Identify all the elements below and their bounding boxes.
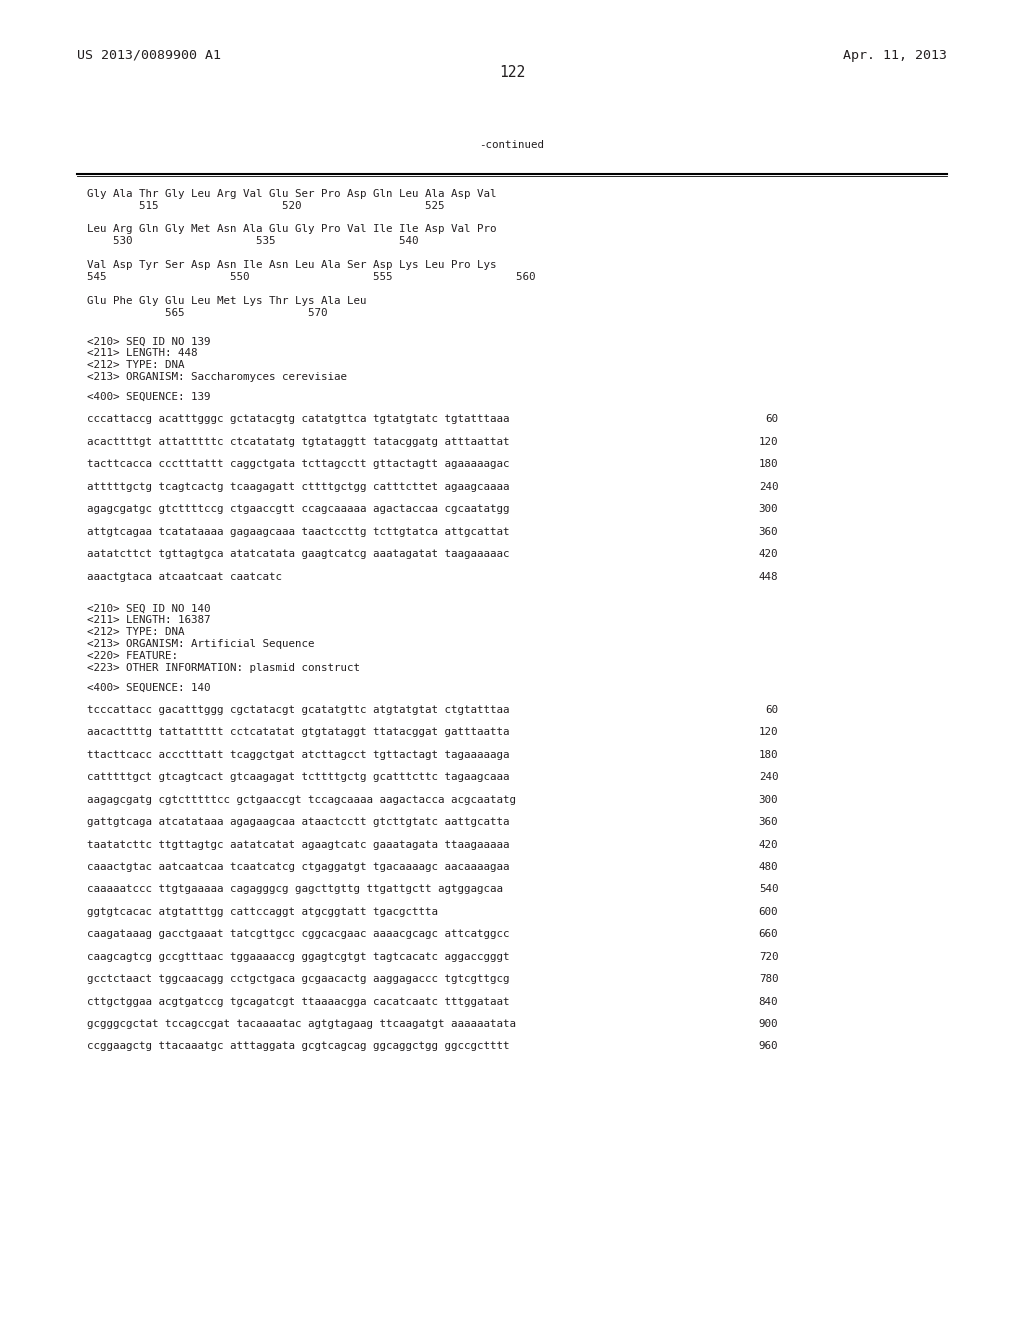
Text: 240: 240 (759, 772, 778, 783)
Text: gcgggcgctat tccagccgat tacaaaatac agtgtagaag ttcaagatgt aaaaaatata: gcgggcgctat tccagccgat tacaaaatac agtgta… (87, 1019, 516, 1030)
Text: cccattaccg acatttgggc gctatacgtg catatgttca tgtatgtatc tgtatttaaa: cccattaccg acatttgggc gctatacgtg catatgt… (87, 414, 510, 425)
Text: 300: 300 (759, 795, 778, 805)
Text: 530                   535                   540: 530 535 540 (87, 236, 419, 247)
Text: Val Asp Tyr Ser Asp Asn Ile Asn Leu Ala Ser Asp Lys Leu Pro Lys: Val Asp Tyr Ser Asp Asn Ile Asn Leu Ala … (87, 260, 497, 271)
Text: aacacttttg tattattttt cctcatatat gtgtataggt ttatacggat gatttaatta: aacacttttg tattattttt cctcatatat gtgtata… (87, 727, 510, 738)
Text: 120: 120 (759, 727, 778, 738)
Text: <213> ORGANISM: Saccharomyces cerevisiae: <213> ORGANISM: Saccharomyces cerevisiae (87, 372, 347, 383)
Text: 720: 720 (759, 952, 778, 962)
Text: 448: 448 (759, 572, 778, 582)
Text: <223> OTHER INFORMATION: plasmid construct: <223> OTHER INFORMATION: plasmid constru… (87, 663, 360, 673)
Text: <211> LENGTH: 448: <211> LENGTH: 448 (87, 348, 198, 359)
Text: cttgctggaa acgtgatccg tgcagatcgt ttaaaacgga cacatcaatc tttggataat: cttgctggaa acgtgatccg tgcagatcgt ttaaaac… (87, 997, 510, 1007)
Text: 180: 180 (759, 459, 778, 470)
Text: 600: 600 (759, 907, 778, 917)
Text: agagcgatgc gtcttttccg ctgaaccgtt ccagcaaaaa agactaccaa cgcaatatgg: agagcgatgc gtcttttccg ctgaaccgtt ccagcaa… (87, 504, 510, 515)
Text: tcccattacc gacatttggg cgctatacgt gcatatgttc atgtatgtat ctgtatttaa: tcccattacc gacatttggg cgctatacgt gcatatg… (87, 705, 510, 715)
Text: -continued: -continued (479, 140, 545, 150)
Text: <211> LENGTH: 16387: <211> LENGTH: 16387 (87, 615, 211, 626)
Text: 515                   520                   525: 515 520 525 (87, 201, 444, 211)
Text: caaactgtac aatcaatcaa tcaatcatcg ctgaggatgt tgacaaaagc aacaaaagaa: caaactgtac aatcaatcaa tcaatcatcg ctgagga… (87, 862, 510, 873)
Text: Leu Arg Gln Gly Met Asn Ala Glu Gly Pro Val Ile Ile Asp Val Pro: Leu Arg Gln Gly Met Asn Ala Glu Gly Pro … (87, 224, 497, 235)
Text: Glu Phe Gly Glu Leu Met Lys Thr Lys Ala Leu: Glu Phe Gly Glu Leu Met Lys Thr Lys Ala … (87, 296, 367, 306)
Text: 240: 240 (759, 482, 778, 492)
Text: atttttgctg tcagtcactg tcaagagatt cttttgctgg catttcttet agaagcaaaa: atttttgctg tcagtcactg tcaagagatt cttttgc… (87, 482, 510, 492)
Text: tacttcacca ccctttattt caggctgata tcttagcctt gttactagtt agaaaaagac: tacttcacca ccctttattt caggctgata tcttagc… (87, 459, 510, 470)
Text: aaactgtaca atcaatcaat caatcatc: aaactgtaca atcaatcaat caatcatc (87, 572, 282, 582)
Text: Apr. 11, 2013: Apr. 11, 2013 (843, 49, 947, 62)
Text: 360: 360 (759, 817, 778, 828)
Text: gattgtcaga atcatataaa agagaagcaa ataactcctt gtcttgtatc aattgcatta: gattgtcaga atcatataaa agagaagcaa ataactc… (87, 817, 510, 828)
Text: <212> TYPE: DNA: <212> TYPE: DNA (87, 360, 184, 371)
Text: 660: 660 (759, 929, 778, 940)
Text: acacttttgt attatttttc ctcatatatg tgtataggtt tatacggatg atttaattat: acacttttgt attatttttc ctcatatatg tgtatag… (87, 437, 510, 447)
Text: 120: 120 (759, 437, 778, 447)
Text: 545                   550                   555                   560: 545 550 555 560 (87, 272, 536, 282)
Text: ccggaagctg ttacaaatgc atttaggata gcgtcagcag ggcaggctgg ggccgctttt: ccggaagctg ttacaaatgc atttaggata gcgtcag… (87, 1041, 510, 1052)
Text: <400> SEQUENCE: 140: <400> SEQUENCE: 140 (87, 682, 211, 693)
Text: 840: 840 (759, 997, 778, 1007)
Text: 60: 60 (765, 705, 778, 715)
Text: 420: 420 (759, 840, 778, 850)
Text: <400> SEQUENCE: 139: <400> SEQUENCE: 139 (87, 392, 211, 403)
Text: attgtcagaa tcatataaaa gagaagcaaa taactccttg tcttgtatca attgcattat: attgtcagaa tcatataaaa gagaagcaaa taactcc… (87, 527, 510, 537)
Text: caagataaag gacctgaaat tatcgttgcc cggcacgaac aaaacgcagc attcatggcc: caagataaag gacctgaaat tatcgttgcc cggcacg… (87, 929, 510, 940)
Text: 420: 420 (759, 549, 778, 560)
Text: 360: 360 (759, 527, 778, 537)
Text: 900: 900 (759, 1019, 778, 1030)
Text: US 2013/0089900 A1: US 2013/0089900 A1 (77, 49, 221, 62)
Text: ggtgtcacac atgtatttgg cattccaggt atgcggtatt tgacgcttta: ggtgtcacac atgtatttgg cattccaggt atgcggt… (87, 907, 438, 917)
Text: <210> SEQ ID NO 139: <210> SEQ ID NO 139 (87, 337, 211, 347)
Text: ttacttcacc accctttatt tcaggctgat atcttagcct tgttactagt tagaaaaaga: ttacttcacc accctttatt tcaggctgat atcttag… (87, 750, 510, 760)
Text: <212> TYPE: DNA: <212> TYPE: DNA (87, 627, 184, 638)
Text: <220> FEATURE:: <220> FEATURE: (87, 651, 178, 661)
Text: 960: 960 (759, 1041, 778, 1052)
Text: 565                   570: 565 570 (87, 308, 328, 318)
Text: 180: 180 (759, 750, 778, 760)
Text: aagagcgatg cgtctttttcc gctgaaccgt tccagcaaaa aagactacca acgcaatatg: aagagcgatg cgtctttttcc gctgaaccgt tccagc… (87, 795, 516, 805)
Text: <213> ORGANISM: Artificial Sequence: <213> ORGANISM: Artificial Sequence (87, 639, 314, 649)
Text: caaaaatccc ttgtgaaaaa cagagggcg gagcttgttg ttgattgctt agtggagcaa: caaaaatccc ttgtgaaaaa cagagggcg gagcttgt… (87, 884, 503, 895)
Text: 300: 300 (759, 504, 778, 515)
Text: catttttgct gtcagtcact gtcaagagat tcttttgctg gcatttcttc tagaagcaaa: catttttgct gtcagtcact gtcaagagat tcttttg… (87, 772, 510, 783)
Text: 780: 780 (759, 974, 778, 985)
Text: <210> SEQ ID NO 140: <210> SEQ ID NO 140 (87, 603, 211, 614)
Text: caagcagtcg gccgtttaac tggaaaaccg ggagtcgtgt tagtcacatc aggaccgggt: caagcagtcg gccgtttaac tggaaaaccg ggagtcg… (87, 952, 510, 962)
Text: taatatcttc ttgttagtgc aatatcatat agaagtcatc gaaatagata ttaagaaaaa: taatatcttc ttgttagtgc aatatcatat agaagtc… (87, 840, 510, 850)
Text: Gly Ala Thr Gly Leu Arg Val Glu Ser Pro Asp Gln Leu Ala Asp Val: Gly Ala Thr Gly Leu Arg Val Glu Ser Pro … (87, 189, 497, 199)
Text: 480: 480 (759, 862, 778, 873)
Text: gcctctaact tggcaacagg cctgctgaca gcgaacactg aaggagaccc tgtcgttgcg: gcctctaact tggcaacagg cctgctgaca gcgaaca… (87, 974, 510, 985)
Text: 60: 60 (765, 414, 778, 425)
Text: 540: 540 (759, 884, 778, 895)
Text: 122: 122 (499, 65, 525, 79)
Text: aatatcttct tgttagtgca atatcatata gaagtcatcg aaatagatat taagaaaaac: aatatcttct tgttagtgca atatcatata gaagtca… (87, 549, 510, 560)
